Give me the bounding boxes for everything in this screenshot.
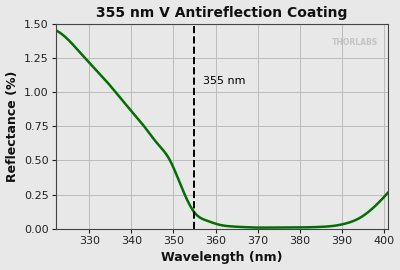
Y-axis label: Reflectance (%): Reflectance (%): [6, 70, 18, 182]
X-axis label: Wavelength (nm): Wavelength (nm): [161, 251, 282, 264]
Text: THORLABS: THORLABS: [332, 38, 378, 47]
Text: 355 nm: 355 nm: [203, 76, 245, 86]
Title: 355 nm V Antireflection Coating: 355 nm V Antireflection Coating: [96, 6, 348, 19]
